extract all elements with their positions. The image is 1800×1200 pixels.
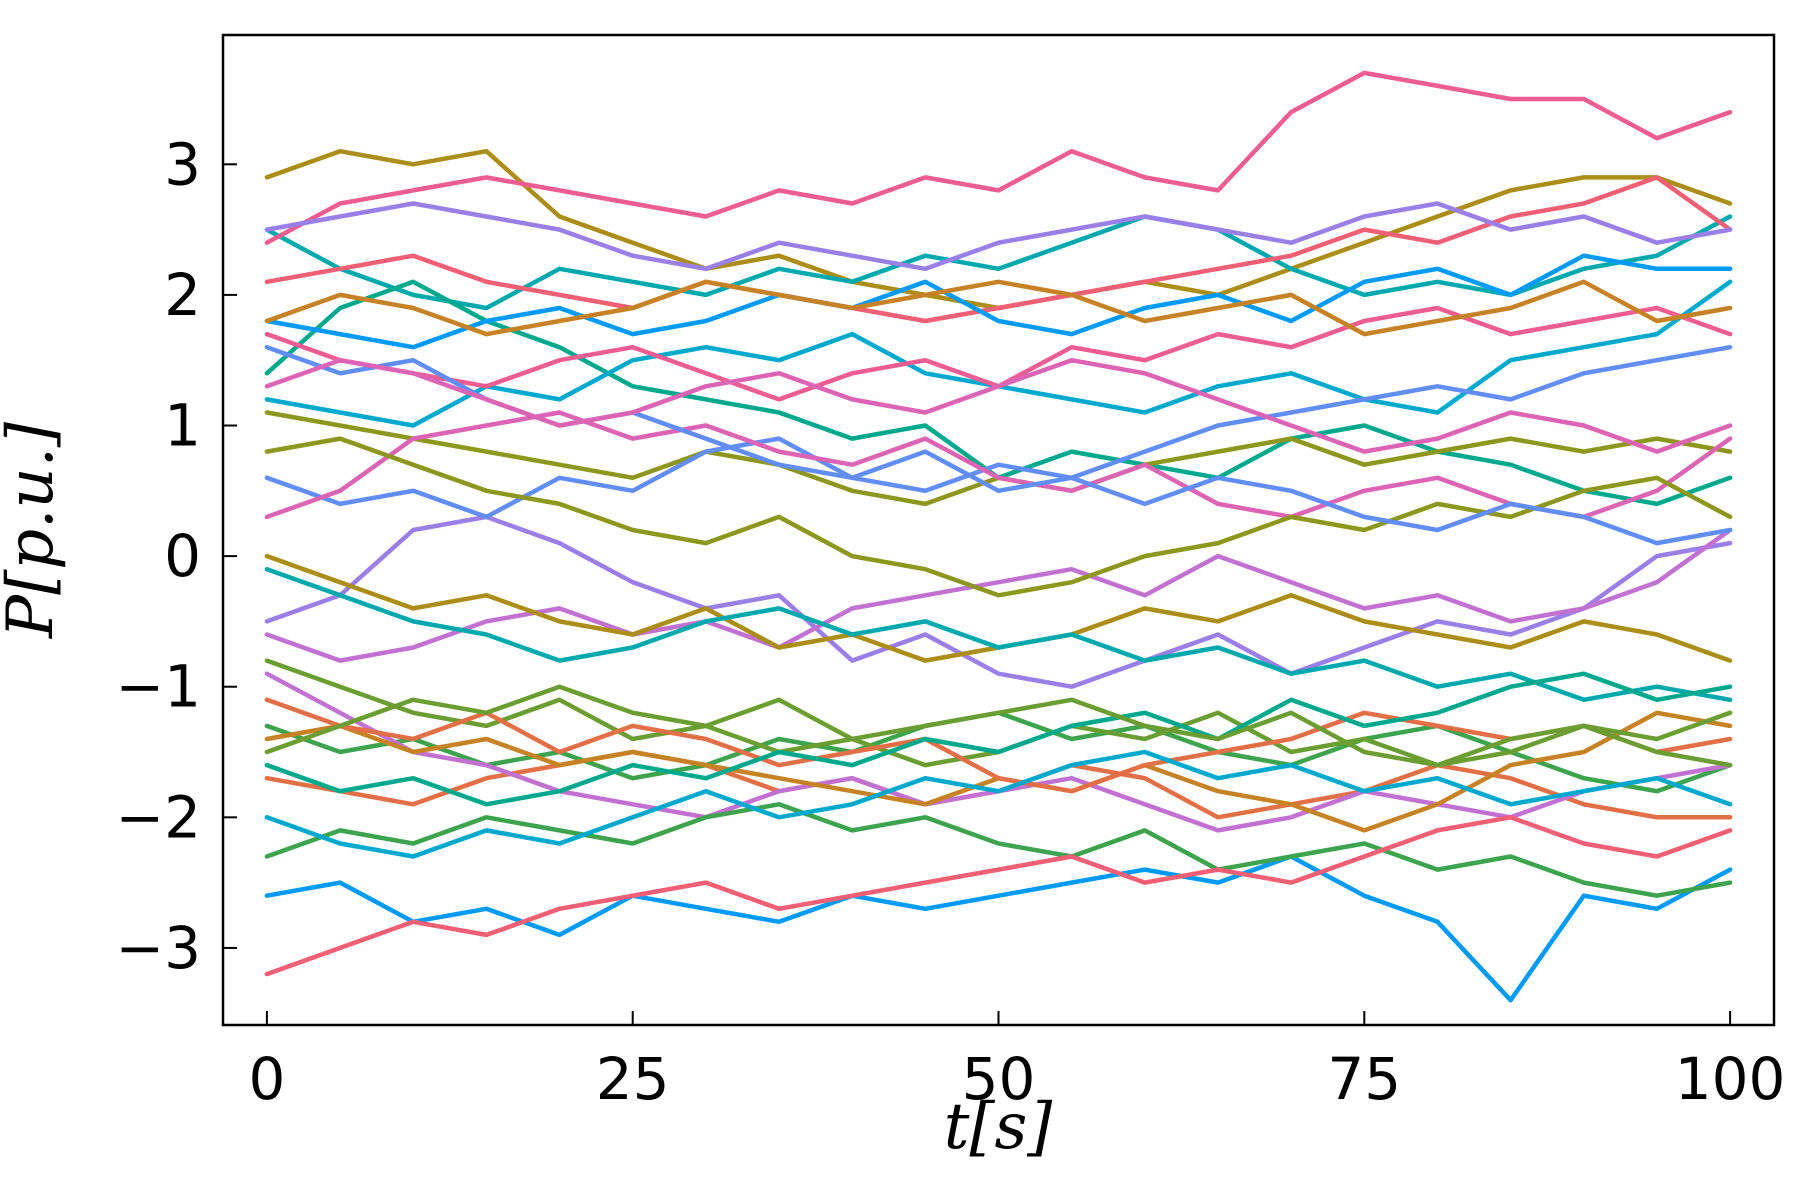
x-tick-label: 100 xyxy=(1675,1045,1786,1113)
y-tick-label: −3 xyxy=(116,914,202,982)
y-tick-label: 1 xyxy=(164,392,201,460)
series-line xyxy=(264,214,1733,311)
series-line xyxy=(264,201,1733,272)
series-line xyxy=(264,697,1733,794)
y-tick-label: −1 xyxy=(116,653,202,721)
y-tick-label: 3 xyxy=(164,130,201,198)
series-line xyxy=(264,749,1733,859)
x-tick-label: 50 xyxy=(962,1045,1036,1113)
lines xyxy=(264,70,1733,1003)
series-line xyxy=(264,684,1733,768)
series-line xyxy=(264,175,1733,324)
series-line xyxy=(264,815,1733,977)
series-line xyxy=(264,410,1733,520)
x-tick-label: 75 xyxy=(1327,1045,1401,1113)
series-line xyxy=(264,527,1733,663)
x-tick-label: 25 xyxy=(596,1045,670,1113)
y-tick-label: −2 xyxy=(116,783,202,851)
series-line xyxy=(264,566,1733,703)
series-line xyxy=(264,344,1733,520)
series-line xyxy=(264,253,1733,350)
series-line xyxy=(264,279,1733,337)
x-tick-label: 0 xyxy=(248,1045,285,1113)
series-line xyxy=(264,671,1733,807)
series-line xyxy=(264,70,1733,245)
series-line xyxy=(264,854,1733,1003)
y-axis-title: P[p.u.] xyxy=(0,421,68,639)
x-axis-title: t[s] xyxy=(944,1090,1054,1164)
series-line xyxy=(264,514,1733,689)
y-tick-label: 0 xyxy=(164,522,201,590)
series-line xyxy=(264,357,1733,454)
y-tick-label: 2 xyxy=(164,261,201,329)
series-line xyxy=(264,802,1733,898)
